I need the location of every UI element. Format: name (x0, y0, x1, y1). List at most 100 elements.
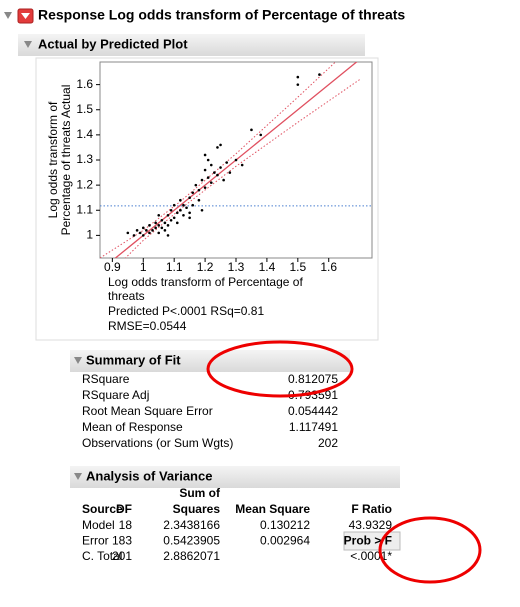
point (182, 203, 185, 207)
cell: 0.5423905 (163, 534, 220, 548)
point (141, 226, 145, 230)
point (203, 168, 207, 172)
row-value: 1.117491 (289, 420, 338, 434)
point (203, 186, 207, 189)
disclosure-icon[interactable] (24, 41, 32, 48)
x-axis-label: Log odds transform of Percentage of (108, 275, 303, 289)
point (197, 188, 201, 192)
row-value: 0.812075 (288, 372, 338, 386)
cell: 0.130212 (260, 518, 310, 532)
cell: 201 (112, 549, 132, 563)
point (175, 221, 179, 225)
column-header: Source (82, 502, 123, 516)
point (225, 161, 229, 164)
column-header: Sum of (179, 486, 221, 500)
row-value: 202 (318, 436, 338, 450)
disclosure-icon[interactable] (74, 357, 82, 364)
y-axis-label: Percentage of threats Actual (59, 85, 73, 236)
column-header: Squares (173, 502, 221, 516)
x-tick-label: 1.4 (259, 260, 276, 274)
plot-area (100, 62, 372, 258)
point (188, 196, 191, 199)
point (188, 211, 191, 215)
point (206, 176, 210, 179)
cell: 43.9329 (349, 518, 393, 532)
disclosure-icon[interactable] (4, 12, 12, 19)
annotations (206, 340, 482, 584)
point (222, 178, 225, 182)
point (318, 73, 321, 76)
x-tick-label: 1 (140, 260, 147, 274)
point (148, 224, 151, 227)
point (203, 153, 207, 157)
cell: 183 (112, 534, 132, 548)
menu-icon (21, 13, 30, 19)
x-tick-label: 1.2 (197, 260, 214, 274)
point (157, 213, 161, 217)
column-header: Mean Square (235, 502, 310, 516)
point (216, 146, 219, 149)
x-tick-label: 1.1 (166, 260, 183, 274)
row-label: Observations (or Sum Wgts) (82, 436, 233, 450)
point (166, 224, 170, 227)
point (157, 224, 161, 227)
confidence-curve (100, 62, 337, 258)
point (234, 158, 238, 162)
point (169, 219, 173, 222)
y-tick-label: 1.4 (76, 127, 93, 141)
point (179, 208, 182, 212)
point (154, 226, 157, 230)
y-axis-label: Log odds transform of (46, 101, 60, 218)
y-tick-label: 1.6 (76, 77, 93, 91)
cell: Model (82, 518, 115, 532)
point (250, 128, 253, 132)
disclosure-icon[interactable] (74, 473, 82, 480)
highlight-ellipse (206, 340, 354, 398)
point (154, 221, 157, 225)
section-header[interactable] (70, 466, 400, 488)
point (172, 203, 176, 207)
point (188, 216, 191, 220)
x-tick-label: 0.9 (104, 260, 121, 274)
highlight-ellipse (378, 516, 482, 584)
x-tick-label: 1.6 (320, 260, 337, 274)
point (179, 198, 182, 202)
fit-stat: Predicted P<.0001 RSq=0.81 (108, 304, 264, 318)
section-header[interactable] (18, 34, 365, 56)
point (160, 219, 164, 222)
column-header: DF (116, 502, 132, 516)
point (209, 163, 213, 167)
point (138, 231, 142, 235)
point (132, 234, 136, 237)
fit-stat: RMSE=0.0544 (108, 319, 187, 333)
row-label: RSquare (82, 372, 130, 386)
cell: <.0001* (350, 549, 392, 563)
column-header: F Ratio (351, 502, 392, 516)
point (200, 178, 204, 182)
y-tick-label: 1 (86, 228, 93, 242)
cell: 0.002964 (260, 534, 310, 548)
x-axis-label: threats (108, 289, 145, 303)
point (259, 133, 263, 137)
y-tick-label: 1.3 (76, 152, 93, 166)
x-tick-label: 1.5 (289, 260, 306, 274)
point (228, 171, 232, 174)
confidence-curve (124, 79, 360, 258)
point (219, 143, 222, 147)
point (197, 198, 201, 202)
y-tick-label: 1.5 (76, 102, 93, 116)
point (185, 206, 188, 210)
point (166, 213, 170, 217)
point (191, 203, 195, 207)
row-label: Mean of Response (82, 420, 183, 434)
row-value: 0.793591 (288, 388, 338, 402)
point (296, 75, 300, 79)
point (141, 234, 145, 237)
point (194, 183, 198, 187)
cell: 2.3438166 (163, 518, 220, 532)
point (182, 213, 185, 217)
point (209, 181, 213, 184)
section-title: Analysis of Variance (86, 468, 212, 483)
row-label: RSquare Adj (82, 388, 149, 402)
